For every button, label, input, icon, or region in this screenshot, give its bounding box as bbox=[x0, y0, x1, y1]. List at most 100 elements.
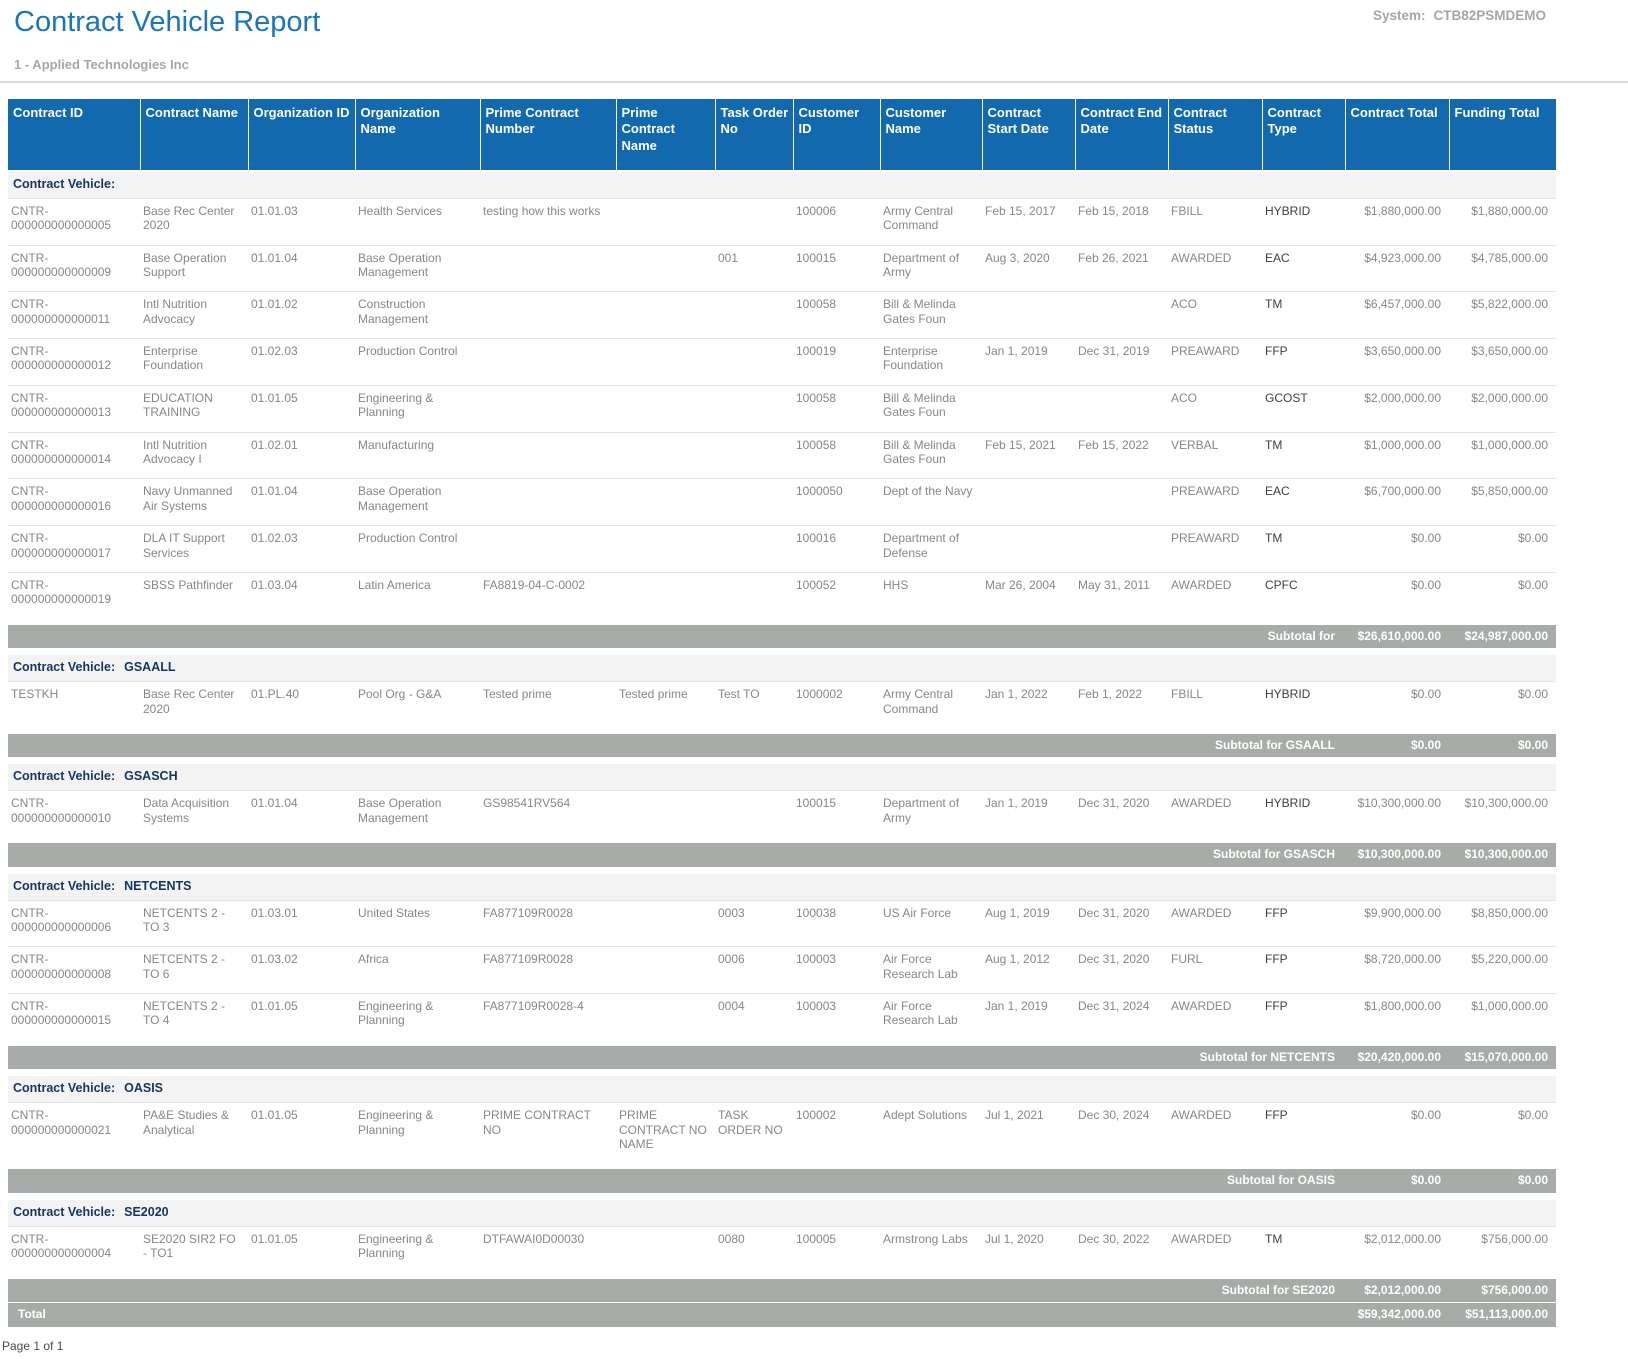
table-cell: 100015 bbox=[793, 245, 880, 293]
table-row: CNTR-000000000000017 DLA IT Support Servi… bbox=[8, 525, 1556, 573]
table-row: CNTR-000000000000006 NETCENTS 2 - TO 3 01.… bbox=[8, 900, 1556, 948]
table-cell: Enterprise Foundation bbox=[140, 338, 248, 386]
header-row: Contract ID Contract Name Organization ID O… bbox=[8, 99, 1556, 172]
subtotal-label: Subtotal for SE2020 bbox=[8, 1272, 1345, 1303]
table-cell: Production Control bbox=[355, 338, 480, 386]
table-cell: AWARDED bbox=[1168, 790, 1262, 841]
column-header: Task Order No bbox=[715, 99, 794, 172]
table-cell: Dec 31, 2019 bbox=[1075, 338, 1168, 386]
subtotal-label: Subtotal for NETCENTS bbox=[8, 1039, 1345, 1077]
table-cell: AWARDED bbox=[1168, 572, 1262, 623]
table-cell: Intl Nutrition Advocacy I bbox=[140, 432, 248, 480]
total-row: Total $59,342,000.00 $51,113,000.00 bbox=[8, 1302, 1556, 1328]
table-cell: CNTR-000000000000011 bbox=[8, 291, 140, 340]
table-cell: Department of Defense bbox=[880, 525, 982, 573]
column-header: Contract End Date bbox=[1075, 99, 1169, 172]
subtotal-contract-total: $20,420,000.00 bbox=[1345, 1039, 1449, 1077]
table-cell: Dec 30, 2022 bbox=[1075, 1226, 1168, 1277]
table-cell: $10,300,000.00 bbox=[1345, 790, 1449, 841]
table-cell: Latin America bbox=[355, 572, 480, 623]
table-row: CNTR-000000000000010 Data Acquisition Sys… bbox=[8, 790, 1556, 841]
table-cell: Base Operation Management bbox=[355, 790, 480, 841]
table-cell: FA8819-04-C-0002 bbox=[480, 572, 616, 623]
table-cell: $1,000,000.00 bbox=[1345, 432, 1449, 480]
table-row: CNTR-000000000000009 Base Operation Suppo… bbox=[8, 245, 1556, 293]
table-cell bbox=[480, 432, 616, 480]
table-cell: HYBRID bbox=[1262, 790, 1345, 841]
table-cell bbox=[715, 338, 793, 386]
table-cell: Department of Army bbox=[880, 245, 982, 293]
table-cell: Base Operation Management bbox=[355, 478, 480, 527]
table-cell: CNTR-000000000000016 bbox=[8, 478, 140, 527]
table-cell: 100058 bbox=[793, 291, 880, 340]
table-cell: DTFAWAI0D00030 bbox=[480, 1226, 616, 1277]
vehicle-name: NETCENTS bbox=[124, 878, 192, 893]
table-cell: 01.02.03 bbox=[248, 525, 355, 573]
table-cell: NETCENTS 2 - TO 3 bbox=[140, 900, 248, 948]
table-row: CNTR-000000000000012 Enterprise Foundatio… bbox=[8, 338, 1556, 386]
table-cell: FFP bbox=[1262, 338, 1345, 386]
table-cell bbox=[616, 338, 715, 386]
group-label: Contract Vehicle: bbox=[13, 660, 116, 675]
table-cell: CNTR-000000000000017 bbox=[8, 525, 140, 573]
table-row: CNTR-000000000000015 NETCENTS 2 - TO 4 01.… bbox=[8, 993, 1556, 1044]
subtotal-funding-total: $0.00 bbox=[1449, 727, 1556, 765]
table-cell: EDUCATION TRAINING bbox=[140, 385, 248, 433]
table-cell: Pool Org - G&A bbox=[355, 681, 480, 732]
table-cell: PREAWARD bbox=[1168, 525, 1262, 573]
group-header-cell: Contract Vehicle: GSAALL bbox=[8, 651, 1556, 683]
table-cell bbox=[616, 291, 715, 340]
table-cell: $756,000.00 bbox=[1449, 1226, 1556, 1277]
vehicle-name: SE2020 bbox=[124, 1204, 169, 1219]
table-cell: 100058 bbox=[793, 432, 880, 480]
table-cell: Feb 26, 2021 bbox=[1075, 245, 1168, 293]
subtotal-row: Subtotal for GSAALL $0.00 $0.00 bbox=[8, 727, 1556, 765]
table-cell: TESTKH bbox=[8, 681, 140, 732]
group-label: Contract Vehicle: bbox=[13, 176, 116, 191]
table-cell: AWARDED bbox=[1168, 1102, 1262, 1167]
table-cell: Jan 1, 2022 bbox=[982, 681, 1075, 732]
table-cell: Aug 1, 2012 bbox=[982, 946, 1075, 995]
table-cell bbox=[982, 385, 1075, 433]
group-label: Contract Vehicle: bbox=[13, 1081, 116, 1096]
column-header: Contract Name bbox=[140, 99, 249, 172]
table-cell: 01.01.03 bbox=[248, 198, 355, 246]
table-row: CNTR-000000000000011 Intl Nutrition Advoc… bbox=[8, 291, 1556, 340]
table-cell: 01.01.04 bbox=[248, 790, 355, 841]
table-cell: 100015 bbox=[793, 790, 880, 841]
table-cell bbox=[480, 245, 616, 293]
table-cell: Air Force Research Lab bbox=[880, 993, 982, 1044]
table-cell: 01.02.03 bbox=[248, 338, 355, 386]
group-header-cell: Contract Vehicle: GSASCH bbox=[8, 760, 1556, 792]
table-cell: 01.PL.40 bbox=[248, 681, 355, 732]
table-cell: $1,000,000.00 bbox=[1449, 432, 1556, 480]
table-cell: 0080 bbox=[715, 1226, 793, 1277]
table-cell: 0003 bbox=[715, 900, 793, 948]
table-cell: Engineering & Planning bbox=[355, 385, 480, 433]
subtotal-row: Subtotal for OASIS $0.00 $0.00 bbox=[8, 1163, 1556, 1200]
table-cell: 01.01.02 bbox=[248, 291, 355, 340]
table-cell: $1,880,000.00 bbox=[1449, 198, 1556, 246]
table-cell bbox=[616, 245, 715, 293]
table-cell bbox=[715, 198, 793, 246]
table-cell: EAC bbox=[1262, 245, 1345, 293]
table-cell bbox=[982, 478, 1075, 527]
table-cell: Dec 30, 2024 bbox=[1075, 1102, 1168, 1167]
table-cell: TM bbox=[1262, 291, 1345, 340]
total-label: Total bbox=[8, 1302, 1345, 1328]
table-cell: CNTR-000000000000013 bbox=[8, 385, 140, 433]
table-cell bbox=[616, 478, 715, 527]
table-cell: Department of Army bbox=[880, 790, 982, 841]
table-cell: CNTR-000000000000012 bbox=[8, 338, 140, 386]
table-cell: PREAWARD bbox=[1168, 338, 1262, 386]
table-cell: 100019 bbox=[793, 338, 880, 386]
table-cell bbox=[616, 572, 715, 623]
column-header: Prime Contract Name bbox=[616, 99, 716, 172]
table-cell: PREAWARD bbox=[1168, 478, 1262, 527]
table-cell: FFP bbox=[1262, 900, 1345, 948]
table-cell: PA&E Studies & Analytical bbox=[140, 1102, 248, 1167]
table-cell: HYBRID bbox=[1262, 681, 1345, 732]
group-header-row: Contract Vehicle: NETCENTS bbox=[8, 870, 1556, 901]
table-cell: 100002 bbox=[793, 1102, 880, 1167]
column-header: Customer ID bbox=[793, 99, 881, 172]
